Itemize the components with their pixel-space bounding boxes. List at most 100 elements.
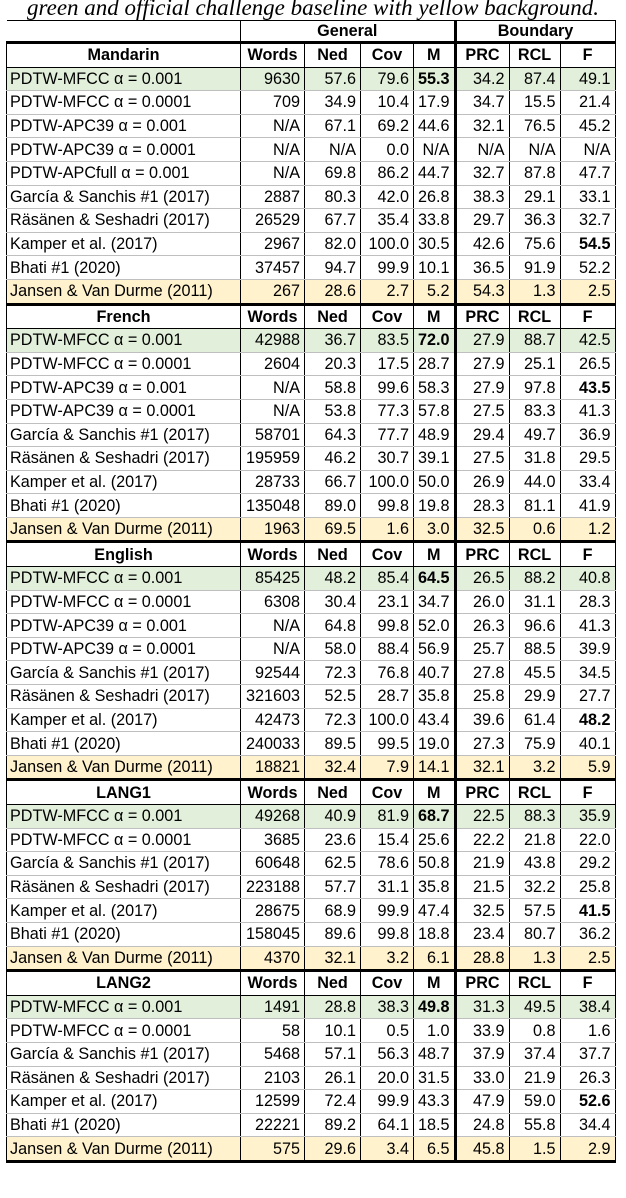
cell-prc: 31.3	[453, 994, 510, 1020]
cell-cov: 3.2	[360, 945, 414, 973]
cell-rcl: 75.9	[508, 731, 561, 756]
cell-prc: 39.6	[453, 707, 510, 733]
cell-m: 64.5	[413, 566, 456, 591]
cell-rcl: 1.3	[508, 945, 561, 973]
cell-cov: 77.3	[360, 398, 414, 424]
table-caption: green and official challenge baseline wi…	[27, 0, 599, 20]
general-group-header: General	[240, 20, 456, 43]
cell-rcl: 88.7	[508, 328, 561, 353]
results-table-body: General Boundary Mandarin Words Ned Cov M PRC…	[6, 20, 616, 1163]
cell-words: 9630	[240, 66, 305, 92]
cell-ned: 64.3	[304, 422, 361, 448]
cell-rcl: 0.8	[508, 1018, 561, 1043]
method-name: PDTW-APC39 α = 0.0001	[6, 137, 241, 162]
method-name: PDTW-APC39 α = 0.001	[6, 375, 241, 400]
cell-m: 50.0	[413, 469, 456, 495]
cell-ned: 48.2	[304, 566, 361, 591]
cell-ned: 58.0	[304, 636, 361, 662]
table-row: PDTW-APC39 α = 0.001 N/A 67.1 69.2 44.6 32.1 7…	[6, 113, 616, 139]
cell-ned: 64.8	[304, 613, 361, 638]
cell-cov: 99.8	[360, 613, 414, 638]
section-header-row: LANG1 Words Ned Cov M PRC RCL F	[6, 778, 616, 805]
cell-prc: 26.0	[453, 589, 510, 615]
table-row: García & Sanchis #1 (2017) 2887 80.3 42.0 26…	[6, 184, 616, 210]
language-label: LANG1	[6, 778, 241, 805]
cell-words: N/A	[240, 398, 305, 424]
method-name: Räsänen & Seshadri (2017)	[6, 684, 241, 709]
table-row: Jansen & Van Durme (2011) 1963 69.5 1.6 3.0 3…	[6, 516, 616, 544]
cell-f: 2.5	[559, 945, 616, 973]
method-name: PDTW-MFCC α = 0.001	[6, 66, 241, 92]
cell-cov: 1.6	[360, 516, 414, 544]
method-name: PDTW-MFCC α = 0.0001	[6, 589, 241, 615]
cell-ned: 82.0	[304, 231, 361, 257]
cell-ned: 89.0	[304, 493, 361, 518]
table-row: Räsänen & Seshadri (2017) 2103 26.1 20.0 31.…	[6, 1065, 616, 1091]
cell-ned: 69.5	[304, 516, 361, 544]
table-row: PDTW-APC39 α = 0.001 N/A 64.8 99.8 52.0 26.3 9…	[6, 613, 616, 638]
cell-f: 47.7	[559, 160, 616, 186]
column-header-words: Words	[240, 969, 305, 996]
cell-words: 4370	[240, 945, 305, 973]
cell-words: 28675	[240, 898, 305, 923]
cell-rcl: 97.8	[508, 375, 561, 400]
cell-words: 58	[240, 1018, 305, 1043]
cell-cov: 17.5	[360, 351, 414, 377]
method-name: PDTW-APCfull α = 0.001	[6, 160, 241, 186]
column-header-words: Words	[240, 778, 305, 805]
table-row: PDTW-MFCC α = 0.0001 58 10.1 0.5 1.0 33.9 0.8 1…	[6, 1018, 616, 1043]
cell-cov: 3.4	[360, 1136, 414, 1163]
column-header-prc: PRC	[453, 41, 510, 68]
cell-rcl: 21.8	[508, 827, 561, 853]
table-row: Bhati #1 (2020) 37457 94.7 99.9 10.1 36.5 91.9…	[6, 255, 616, 280]
cell-m: 30.5	[413, 231, 456, 257]
cell-rcl: 31.8	[508, 446, 561, 471]
cell-rcl: 61.4	[508, 707, 561, 733]
cell-cov: 99.5	[360, 731, 414, 756]
cell-m: 10.1	[413, 255, 456, 280]
table-row: Kamper et al. (2017) 12599 72.4 99.9 43.3 47.…	[6, 1089, 616, 1114]
cell-rcl: 88.3	[508, 804, 561, 829]
cell-prc: 32.7	[453, 160, 510, 186]
cell-f: 37.7	[559, 1041, 616, 1067]
method-name: PDTW-MFCC α = 0.001	[6, 994, 241, 1020]
cell-f: 38.4	[559, 994, 616, 1020]
cell-f: 34.4	[559, 1112, 616, 1138]
column-header-f: F	[559, 540, 616, 568]
cell-f: 25.8	[559, 874, 616, 900]
cell-ned: 72.4	[304, 1089, 361, 1114]
column-header-m: M	[413, 302, 456, 330]
cell-rcl: 87.8	[508, 160, 561, 186]
cell-prc: 29.7	[453, 208, 510, 233]
cell-rcl: 55.8	[508, 1112, 561, 1138]
group-header-row: General Boundary	[6, 20, 616, 43]
cell-f: 45.2	[559, 113, 616, 139]
language-label: French	[6, 302, 241, 330]
cell-ned: 52.5	[304, 684, 361, 709]
cell-words: 26529	[240, 208, 305, 233]
cell-prc: 29.4	[453, 422, 510, 448]
cell-ned: 67.1	[304, 113, 361, 139]
cell-rcl: 57.5	[508, 898, 561, 923]
cell-rcl: 91.9	[508, 255, 561, 280]
cell-cov: 42.0	[360, 184, 414, 210]
cell-m: 49.8	[413, 994, 456, 1020]
cell-ned: 72.3	[304, 707, 361, 733]
table-row: Jansen & Van Durme (2011) 4370 32.1 3.2 6.1 2…	[6, 945, 616, 973]
table-row: Bhati #1 (2020) 135048 89.0 99.8 19.8 28.3 81.…	[6, 493, 616, 518]
column-header-rcl: RCL	[508, 302, 561, 330]
cell-cov: 64.1	[360, 1112, 414, 1138]
cell-ned: 36.7	[304, 328, 361, 353]
cell-m: 56.9	[413, 636, 456, 662]
cell-rcl: N/A	[508, 137, 561, 162]
column-header-rcl: RCL	[508, 540, 561, 568]
cell-words: 709	[240, 90, 305, 115]
cell-ned: 46.2	[304, 446, 361, 471]
method-name: García & Sanchis #1 (2017)	[6, 184, 241, 210]
table-row: PDTW-MFCC α = 0.001 49268 40.9 81.9 68.7 22.5…	[6, 804, 616, 829]
method-name: Kamper et al. (2017)	[6, 1089, 241, 1114]
table-row: Bhati #1 (2020) 158045 89.6 99.8 18.8 23.4 80.…	[6, 921, 616, 947]
cell-cov: 7.9	[360, 754, 414, 782]
cell-m: 40.7	[413, 660, 456, 686]
table-row: Kamper et al. (2017) 28733 66.7 100.0 50.0 26…	[6, 469, 616, 495]
